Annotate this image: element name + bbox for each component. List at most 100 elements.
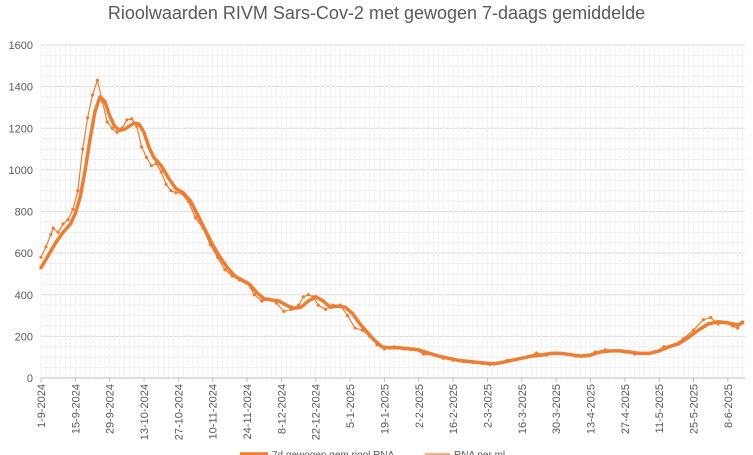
data-point xyxy=(323,307,328,311)
data-point xyxy=(208,243,212,247)
data-point xyxy=(471,360,475,364)
data-point xyxy=(691,328,696,332)
x-tick-label: 27-10-2024 xyxy=(173,384,185,440)
data-point xyxy=(154,162,158,166)
data-point xyxy=(61,222,65,226)
x-tick-label: 30-3-2025 xyxy=(551,384,563,434)
y-tick-label: 1400 xyxy=(9,82,33,94)
data-point xyxy=(709,316,713,320)
data-point xyxy=(633,352,637,356)
data-point xyxy=(66,218,70,222)
data-point xyxy=(544,353,548,357)
data-point xyxy=(120,126,124,130)
data-point xyxy=(360,328,364,332)
data-point xyxy=(480,361,485,366)
y-tick-label: 800 xyxy=(15,207,33,219)
x-tick-label: 15-9-2024 xyxy=(70,384,82,434)
data-point xyxy=(144,155,149,159)
data-point xyxy=(375,343,379,347)
x-tick-label: 22-12-2024 xyxy=(311,384,323,440)
data-point xyxy=(515,357,519,361)
data-point xyxy=(56,230,60,234)
data-point xyxy=(422,352,426,356)
y-tick-label: 1600 xyxy=(9,40,33,52)
y-tick-label: 200 xyxy=(15,331,33,343)
data-point xyxy=(174,191,178,195)
data-point xyxy=(574,354,578,358)
data-point xyxy=(100,99,104,103)
data-point xyxy=(623,350,627,354)
x-tick-label: 29-9-2024 xyxy=(105,384,117,434)
data-point xyxy=(736,326,740,330)
data-point xyxy=(382,347,387,351)
data-point xyxy=(274,301,279,305)
x-tick-label: 24-11-2024 xyxy=(242,384,254,439)
data-point xyxy=(135,124,139,128)
legend-label-rna-per-ml: RNA per ml xyxy=(454,450,505,455)
data-point xyxy=(230,274,234,278)
data-point xyxy=(282,309,286,313)
data-point xyxy=(81,147,85,151)
data-point xyxy=(311,295,315,299)
data-point xyxy=(139,145,144,149)
data-point xyxy=(642,351,647,355)
x-tick-label: 1-9-2024 xyxy=(36,384,48,428)
axis-layer: 0 200 400 600 800 1000 1200 1400 1600 1-9-2024 15-… xyxy=(9,40,745,440)
data-point xyxy=(353,326,357,330)
data-point xyxy=(267,297,271,301)
data-point xyxy=(301,295,306,299)
data-point xyxy=(701,318,705,322)
data-point xyxy=(115,130,119,135)
data-point xyxy=(289,307,293,311)
data-point xyxy=(216,255,220,259)
data-point xyxy=(652,350,656,354)
data-point xyxy=(90,93,95,97)
data-point xyxy=(534,351,539,355)
series-line-weighted-average xyxy=(39,95,745,366)
data-point xyxy=(49,232,53,236)
data-point xyxy=(461,359,465,363)
data-point xyxy=(245,280,249,284)
data-point xyxy=(412,347,416,351)
data-point xyxy=(71,207,75,212)
data-point xyxy=(441,356,445,360)
data-point xyxy=(488,362,492,367)
data-point xyxy=(525,355,529,359)
grid-layer xyxy=(40,44,745,379)
data-point xyxy=(76,189,80,193)
data-point xyxy=(731,324,735,328)
data-point xyxy=(95,78,100,82)
data-point xyxy=(662,345,666,349)
data-point xyxy=(252,293,257,297)
series-layer xyxy=(39,78,745,367)
x-tick-label: 11-5-2025 xyxy=(654,384,666,433)
data-point xyxy=(495,361,499,366)
data-point xyxy=(159,170,163,174)
data-point xyxy=(392,345,396,349)
data-point xyxy=(169,189,173,193)
x-tick-label: 16-2-2025 xyxy=(448,384,460,434)
data-point xyxy=(186,199,190,203)
data-point xyxy=(39,255,43,259)
data-point xyxy=(368,334,372,338)
data-point xyxy=(564,352,568,356)
data-point xyxy=(44,245,48,249)
x-tick-label: 10-11-2024 xyxy=(208,384,220,439)
data-point xyxy=(346,313,350,318)
data-point xyxy=(603,348,607,352)
data-point xyxy=(723,321,727,325)
data-point xyxy=(105,120,109,124)
data-point xyxy=(193,216,198,220)
y-tick-label: 600 xyxy=(15,248,33,260)
data-point xyxy=(338,303,342,307)
data-point xyxy=(451,358,455,362)
data-point xyxy=(149,164,153,168)
data-point xyxy=(306,293,310,297)
data-point xyxy=(316,303,320,307)
data-point xyxy=(613,349,617,353)
data-point xyxy=(164,182,168,187)
data-point xyxy=(593,350,597,354)
series-line-rna-per-ml xyxy=(40,79,743,366)
y-tick-label: 0 xyxy=(27,373,33,385)
data-point xyxy=(201,226,205,230)
